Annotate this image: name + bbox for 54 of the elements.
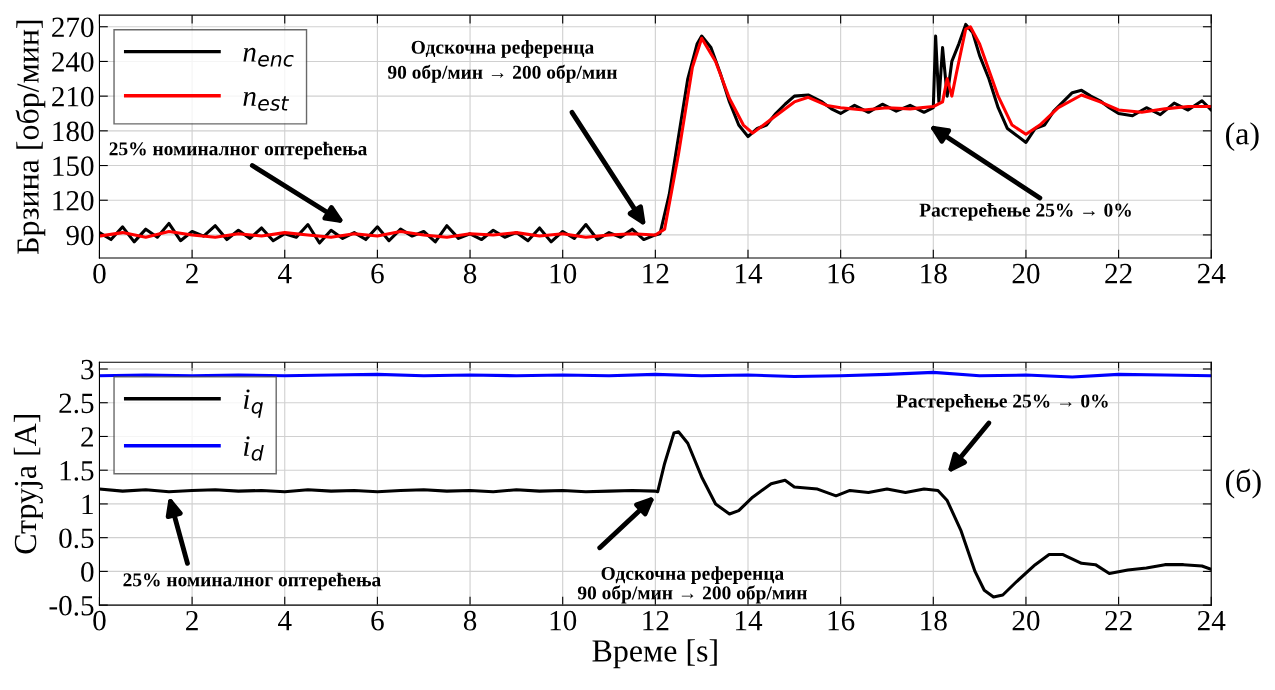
x-tick-label: 6 <box>371 610 384 631</box>
x-tick-label: 22 <box>1105 263 1132 284</box>
legend-label: i$_{d}$ <box>243 436 264 461</box>
x-tick-label: 22 <box>1105 610 1132 631</box>
x-tick-label: 24 <box>1197 263 1226 284</box>
y-tick-label: 180 <box>53 121 94 142</box>
x-tick-label: 20 <box>1012 610 1040 631</box>
annotation: Растерећење 25% → 0% <box>896 393 1108 412</box>
annotation: 25% номиналног оптерећења <box>109 141 368 160</box>
x-tick-label: 18 <box>921 610 947 631</box>
y-tick-label: 210 <box>52 86 94 107</box>
x-tick-label: 6 <box>371 263 384 284</box>
y-tick-label: -0.5 <box>49 595 94 616</box>
y-tick-label: 120 <box>53 190 94 211</box>
text: (б) <box>1225 468 1261 499</box>
x-tick-label: 2 <box>186 263 198 284</box>
x-tick-label: 14 <box>735 610 763 631</box>
annotation: Одскочна референца 90 обр/мин → 200 обр/мин <box>577 566 807 604</box>
y-tick-label: 240 <box>52 52 94 72</box>
x-tick-label: 10 <box>550 263 577 284</box>
x-tick-label: 16 <box>828 263 855 284</box>
legend-label: n$_{est}$ <box>243 91 290 111</box>
x-tick-label: 14 <box>735 263 763 284</box>
y-tick-label: 2.5 <box>59 393 94 414</box>
x-axis-title: Време [s] <box>592 639 717 669</box>
x-tick-label: 24 <box>1197 610 1226 631</box>
y-axis-title: Брзина [обр/мин] <box>15 20 46 254</box>
y-tick-label: 270 <box>52 17 94 38</box>
legend-label: n$_{enc}$ <box>243 47 294 67</box>
x-tick-label: 8 <box>463 263 477 284</box>
y-tick-label: 2 <box>81 427 93 447</box>
x-tick-label: 12 <box>643 610 669 631</box>
x-tick-label: 12 <box>643 263 669 284</box>
x-tick-label: 18 <box>921 263 947 284</box>
y-tick-label: 150 <box>53 156 94 176</box>
y-tick-label: 0.5 <box>59 528 94 549</box>
y-tick-label: 90 <box>66 225 94 246</box>
x-tick-label: 10 <box>550 610 577 631</box>
y-axis-title: Струја [A] <box>13 415 43 554</box>
annotation: 25% номиналног оптерећења <box>123 572 381 591</box>
y-tick-label: 3 <box>81 359 94 380</box>
x-tick-label: 2 <box>186 610 198 631</box>
x-tick-label: 16 <box>828 610 855 631</box>
x-tick-label: 20 <box>1012 263 1040 284</box>
legend-label: i$_{q}$ <box>243 389 263 418</box>
y-tick-label: 1 <box>82 494 93 515</box>
x-tick-label: 4 <box>278 263 292 284</box>
y-tick-label: 1.5 <box>60 461 94 481</box>
text: (a) <box>1225 122 1259 152</box>
x-tick-label: 8 <box>463 610 477 631</box>
x-tick-label: 4 <box>278 611 292 631</box>
annotation: Одскочна референца 90 обр/мин → 200 обр/мин <box>387 40 618 83</box>
annotation: Растерећење 25% → 0% <box>919 202 1131 221</box>
y-tick-label: 0 <box>81 562 94 582</box>
